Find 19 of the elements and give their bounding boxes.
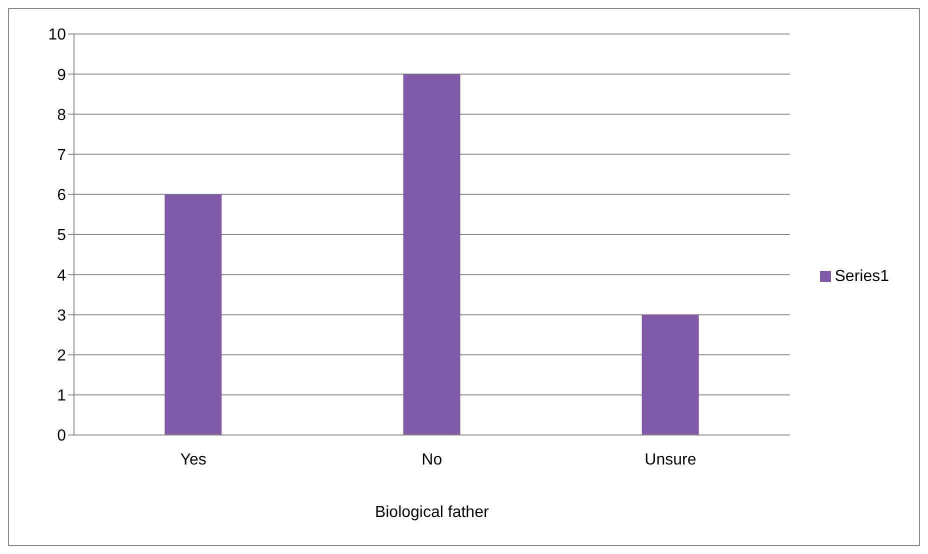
y-tick-label: 10	[48, 26, 66, 44]
x-tick-label: Yes	[180, 451, 206, 468]
bar	[164, 194, 222, 435]
x-tick-label: Unsure	[644, 451, 696, 468]
y-tick-label: 3	[57, 307, 66, 324]
x-axis-title: Biological father	[374, 504, 490, 521]
y-tick-label: 1	[57, 388, 66, 405]
y-tick-label: 4	[57, 267, 66, 284]
legend-label: Series1	[834, 268, 889, 285]
bar	[642, 314, 699, 435]
y-tick-label: 2	[57, 347, 66, 364]
y-tick-label: 0	[57, 428, 66, 445]
y-tick-label: 5	[57, 227, 66, 244]
y-tick-label: 9	[57, 66, 66, 84]
bar	[403, 74, 460, 435]
y-tick-label: 7	[57, 146, 66, 164]
y-tick-label: 8	[57, 106, 66, 124]
x-tick-label: No	[422, 451, 442, 468]
y-tick-label: 6	[57, 187, 66, 204]
